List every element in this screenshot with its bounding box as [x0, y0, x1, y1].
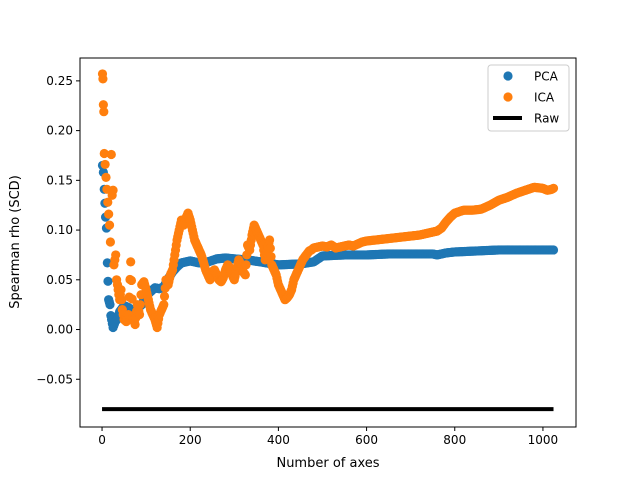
x-tick-label: 400	[267, 433, 290, 447]
point-ica	[130, 319, 140, 330]
point-ica	[101, 172, 111, 182]
y-tick-label: 0.05	[46, 273, 73, 287]
point-ica	[108, 185, 118, 195]
legend-label-raw: Raw	[534, 112, 559, 126]
series-layer	[97, 69, 559, 412]
point-ica	[98, 74, 108, 84]
legend-marker-pca	[503, 71, 513, 81]
point-ica	[116, 285, 126, 295]
legend-label-pca: PCA	[534, 70, 559, 84]
point-ica	[111, 250, 121, 260]
point-ica	[104, 220, 115, 230]
y-tick-label: 0.25	[46, 74, 73, 88]
point-pca	[548, 245, 559, 255]
y-tick-label: 0.15	[46, 173, 73, 187]
point-ica	[134, 310, 145, 320]
legend-box	[487, 64, 570, 132]
point-ica	[264, 235, 275, 245]
x-tick-label: 0	[98, 433, 106, 447]
point-ica	[117, 295, 127, 305]
point-ica	[105, 237, 116, 247]
x-tick-label: 200	[179, 433, 202, 447]
plot-frame	[79, 57, 577, 428]
point-ica	[159, 300, 169, 310]
y-tick-label: 0.00	[46, 323, 73, 337]
point-ica	[103, 197, 113, 207]
point-ica	[104, 209, 114, 219]
point-ica	[98, 100, 108, 110]
y-axis-label: Spearman rho (SCD)	[8, 175, 23, 309]
point-ica	[240, 270, 250, 280]
point-ica	[99, 148, 109, 159]
legend-marker-ica	[503, 92, 513, 102]
y-tick-label: 0.20	[46, 124, 73, 138]
legend-label-ica: ICA	[534, 91, 555, 105]
legend: PCA ICA Raw	[487, 64, 570, 132]
y-tick-label: −0.05	[36, 372, 73, 386]
point-ica	[135, 300, 145, 310]
y-tick-label: 0.10	[46, 223, 73, 237]
point-ica	[100, 159, 110, 170]
series-ica	[97, 69, 559, 333]
x-axis-ticks: 0 200 400 600 800 1000	[98, 427, 558, 447]
point-ica	[265, 243, 275, 253]
x-tick-label: 800	[443, 433, 466, 447]
point-pca	[105, 300, 115, 310]
y-axis-ticks: −0.05 0.00 0.05 0.10 0.15 0.20 0.25	[36, 74, 80, 386]
x-tick-label: 600	[355, 433, 378, 447]
point-ica	[106, 149, 116, 160]
x-tick-label: 1000	[528, 433, 559, 447]
point-ica	[159, 291, 170, 301]
point-ica	[241, 260, 251, 270]
point-ica	[266, 251, 276, 262]
point-ica	[548, 183, 559, 193]
point-ica	[99, 107, 109, 117]
point-ica	[126, 257, 136, 267]
point-pca	[103, 276, 113, 286]
x-axis-label: Number of axes	[276, 456, 379, 471]
point-ica	[126, 275, 137, 286]
